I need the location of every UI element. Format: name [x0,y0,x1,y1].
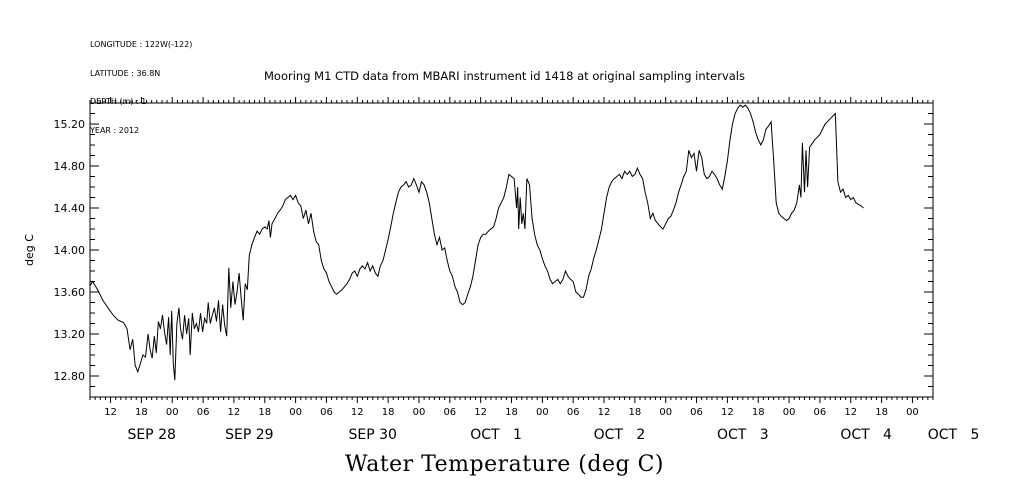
y-tick-label: 14.00 [54,244,86,257]
metadata-block: LONGITUDE : 122W(-122) LATITUDE : 36.8N … [90,21,192,145]
plot-frame [89,102,934,398]
x-axis-day-labels: SEP 28 SEP 29 SEP 30 OCT 1 OCT 2 OCT 3 OCT 4 OC… [127,427,979,443]
x-day-label: SEP 28 [127,427,175,443]
x-tick-label: 00 [906,407,919,418]
x-tick-label: 12 [104,407,117,418]
chart-title: Mooring M1 CTD data from MBARI instrumen… [264,69,745,83]
y-tick-label: 13.20 [54,328,86,341]
x-tick-label: 18 [875,407,888,418]
y-tick-label: 14.40 [54,202,86,215]
y-tick-label: 13.60 [54,286,86,299]
x-tick-label: 12 [844,407,857,418]
x-tick-label: 06 [197,407,210,418]
y-tick-label: 14.80 [54,160,86,173]
x-day-label: OCT 3 [717,427,769,443]
latitude-label: LATITUDE : 36.8N [90,68,161,78]
x-tick-label: 00 [413,407,426,418]
x-tick-label: 18 [258,407,271,418]
axis-ticks [89,97,934,403]
x-tick-label: 18 [752,407,765,418]
x-tick-label: 18 [382,407,395,418]
x-day-label: SEP 30 [348,427,396,443]
x-tick-label: 18 [135,407,148,418]
y-axis-label: deg C [23,234,36,266]
x-tick-label: 12 [721,407,734,418]
x-day-label: OCT 5 [928,427,980,443]
x-tick-label: 06 [814,407,827,418]
x-tick-label: 06 [443,407,456,418]
y-tick-label: 15.20 [54,118,86,131]
x-tick-label: 12 [351,407,364,418]
x-day-label: OCT 4 [840,427,892,443]
y-axis-tick-labels: 12.80 13.20 13.60 14.00 14.40 14.80 15.20 [54,118,86,383]
x-tick-label: 18 [505,407,518,418]
x-tick-label: 00 [536,407,549,418]
x-day-label: OCT 1 [470,427,522,443]
x-tick-label: 06 [567,407,580,418]
y-tick-label: 12.80 [54,370,86,383]
x-day-label: SEP 29 [225,427,273,443]
x-day-label: OCT 2 [594,427,646,443]
year-label: YEAR : 2012 [90,125,140,135]
x-tick-label: 18 [628,407,641,418]
x-tick-label: 06 [690,407,703,418]
x-tick-label: 12 [598,407,611,418]
series-line-water-temperature [89,104,864,381]
x-tick-label: 12 [228,407,241,418]
x-tick-label: 12 [474,407,487,418]
x-tick-label: 00 [783,407,796,418]
longitude-label: LONGITUDE : 122W(-122) [90,40,193,49]
x-tick-label: 06 [320,407,333,418]
x-axis-tick-labels: 12 18 00 06 12 18 00 06 12 18 00 06 12 18 00 06 12 18 00 06… [104,407,919,418]
depth-label: DEPTH (m) : 1 [90,97,147,106]
x-tick-label: 00 [289,407,302,418]
x-axis-label: Water Temperature (deg C) [345,452,664,477]
x-tick-label: 00 [166,407,179,418]
x-tick-label: 00 [659,407,672,418]
